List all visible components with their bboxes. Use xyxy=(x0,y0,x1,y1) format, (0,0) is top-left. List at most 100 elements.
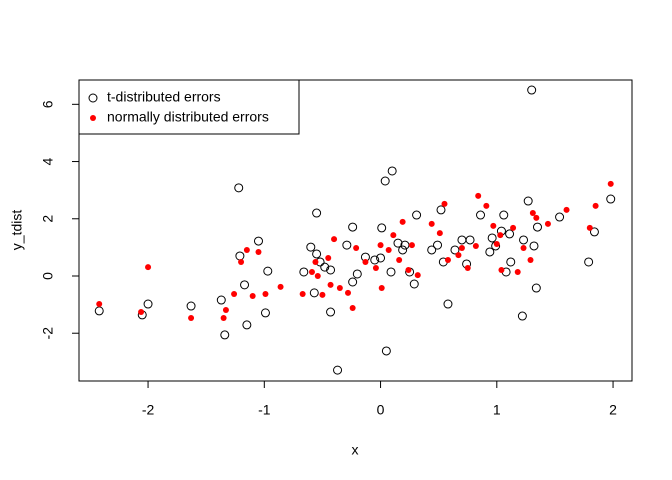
scatter-point xyxy=(400,240,410,250)
scatter-point xyxy=(455,252,462,259)
scatter-point xyxy=(529,241,539,251)
scatter-point xyxy=(243,246,250,253)
legend-label: t-distributed errors xyxy=(107,89,221,105)
scatter-point xyxy=(220,315,227,322)
scatter-point xyxy=(381,346,391,356)
scatter-point xyxy=(385,246,392,253)
scatter-point xyxy=(436,230,443,237)
x-tick-label: -2 xyxy=(142,402,155,418)
scatter-point xyxy=(517,311,527,321)
scatter-point xyxy=(216,295,226,305)
scatter-point xyxy=(527,85,537,95)
scatter-point xyxy=(393,238,403,248)
scatter-point xyxy=(607,180,614,187)
scatter-point xyxy=(353,244,360,251)
scatter-point xyxy=(441,200,448,207)
scatter-point xyxy=(253,236,263,246)
scatter-point xyxy=(349,305,356,312)
scatter-point xyxy=(465,235,475,245)
scatter-point xyxy=(314,272,321,279)
x-tick-label: 1 xyxy=(493,402,501,418)
scatter-point xyxy=(529,210,536,217)
scatter-point xyxy=(414,272,421,279)
scatter-point xyxy=(306,242,316,252)
scatter-point xyxy=(143,299,153,309)
scatter-point xyxy=(94,306,104,316)
y-tick-label: -2 xyxy=(40,327,56,340)
scatter-point xyxy=(399,218,406,225)
scatter-point xyxy=(138,309,145,316)
scatter-point xyxy=(312,258,319,265)
scatter-point xyxy=(519,235,529,245)
scatter-point xyxy=(220,330,230,340)
scatter-point xyxy=(312,249,322,259)
scatter-point xyxy=(312,208,322,218)
scatter-point xyxy=(444,256,451,263)
scatter-point xyxy=(433,240,443,250)
scatter-point xyxy=(472,242,479,249)
scatter-point xyxy=(592,202,599,209)
scatter-point xyxy=(242,320,252,330)
scatter-point xyxy=(386,267,396,277)
scatter-point xyxy=(372,264,379,271)
legend-marker xyxy=(90,115,96,121)
scatter-point xyxy=(325,254,332,261)
y-tick-label: 4 xyxy=(40,157,56,165)
scatter-point xyxy=(531,283,541,293)
scatter-point xyxy=(412,210,422,220)
x-tick-label: 0 xyxy=(377,402,385,418)
scatter-point xyxy=(263,266,273,276)
scatter-point xyxy=(589,227,599,237)
scatter-point xyxy=(299,267,309,277)
scatter-point xyxy=(336,285,343,292)
scatter-point xyxy=(387,166,397,176)
scatter-point xyxy=(544,220,551,227)
scatter-point xyxy=(458,244,465,251)
scatter-point xyxy=(231,291,238,298)
scatter-point xyxy=(533,214,540,221)
scatter-point xyxy=(510,224,517,231)
scatter-point xyxy=(443,299,453,309)
scatter-point xyxy=(377,242,384,249)
scatter-point xyxy=(390,232,397,239)
scatter-point xyxy=(606,194,616,204)
scatter-point xyxy=(475,192,482,199)
scatter-point xyxy=(499,210,509,220)
scatter-point xyxy=(408,242,415,249)
legend-box xyxy=(78,79,300,135)
scatter-point xyxy=(464,264,471,271)
scatter-point xyxy=(222,307,229,314)
scatter-point xyxy=(342,240,352,250)
scatter-point xyxy=(333,365,343,375)
scatter-point xyxy=(370,255,380,265)
scatter-point xyxy=(377,223,387,233)
scatter-point xyxy=(476,210,486,220)
x-axis-label: x xyxy=(352,442,359,458)
scatter-point xyxy=(327,281,334,288)
scatter-point xyxy=(96,301,103,308)
y-axis-label: y_tdist xyxy=(9,210,25,251)
scatter-point xyxy=(428,220,435,227)
scatter-point xyxy=(320,262,330,272)
scatter-point xyxy=(498,266,505,273)
scatter-point xyxy=(326,307,336,317)
legend-label: normally distributed errors xyxy=(107,109,269,125)
scatter-point xyxy=(376,253,386,263)
scatter-point xyxy=(331,236,338,243)
scatter-point xyxy=(487,233,497,243)
scatter-point xyxy=(505,229,515,239)
scatter-point xyxy=(506,257,516,267)
scatter-point xyxy=(299,291,306,298)
x-tick-label: -1 xyxy=(258,402,271,418)
y-tick-label: 6 xyxy=(40,100,56,108)
scatter-point xyxy=(405,266,412,273)
scatter-point xyxy=(378,285,385,292)
scatter-point xyxy=(427,245,437,255)
scatter-point xyxy=(308,268,315,275)
scatter-point xyxy=(450,245,460,255)
scatter-point xyxy=(396,256,403,263)
y-tick-label: 0 xyxy=(40,272,56,280)
scatter-point xyxy=(238,258,245,265)
scatter-point xyxy=(145,264,152,271)
scatter-point xyxy=(352,269,362,279)
